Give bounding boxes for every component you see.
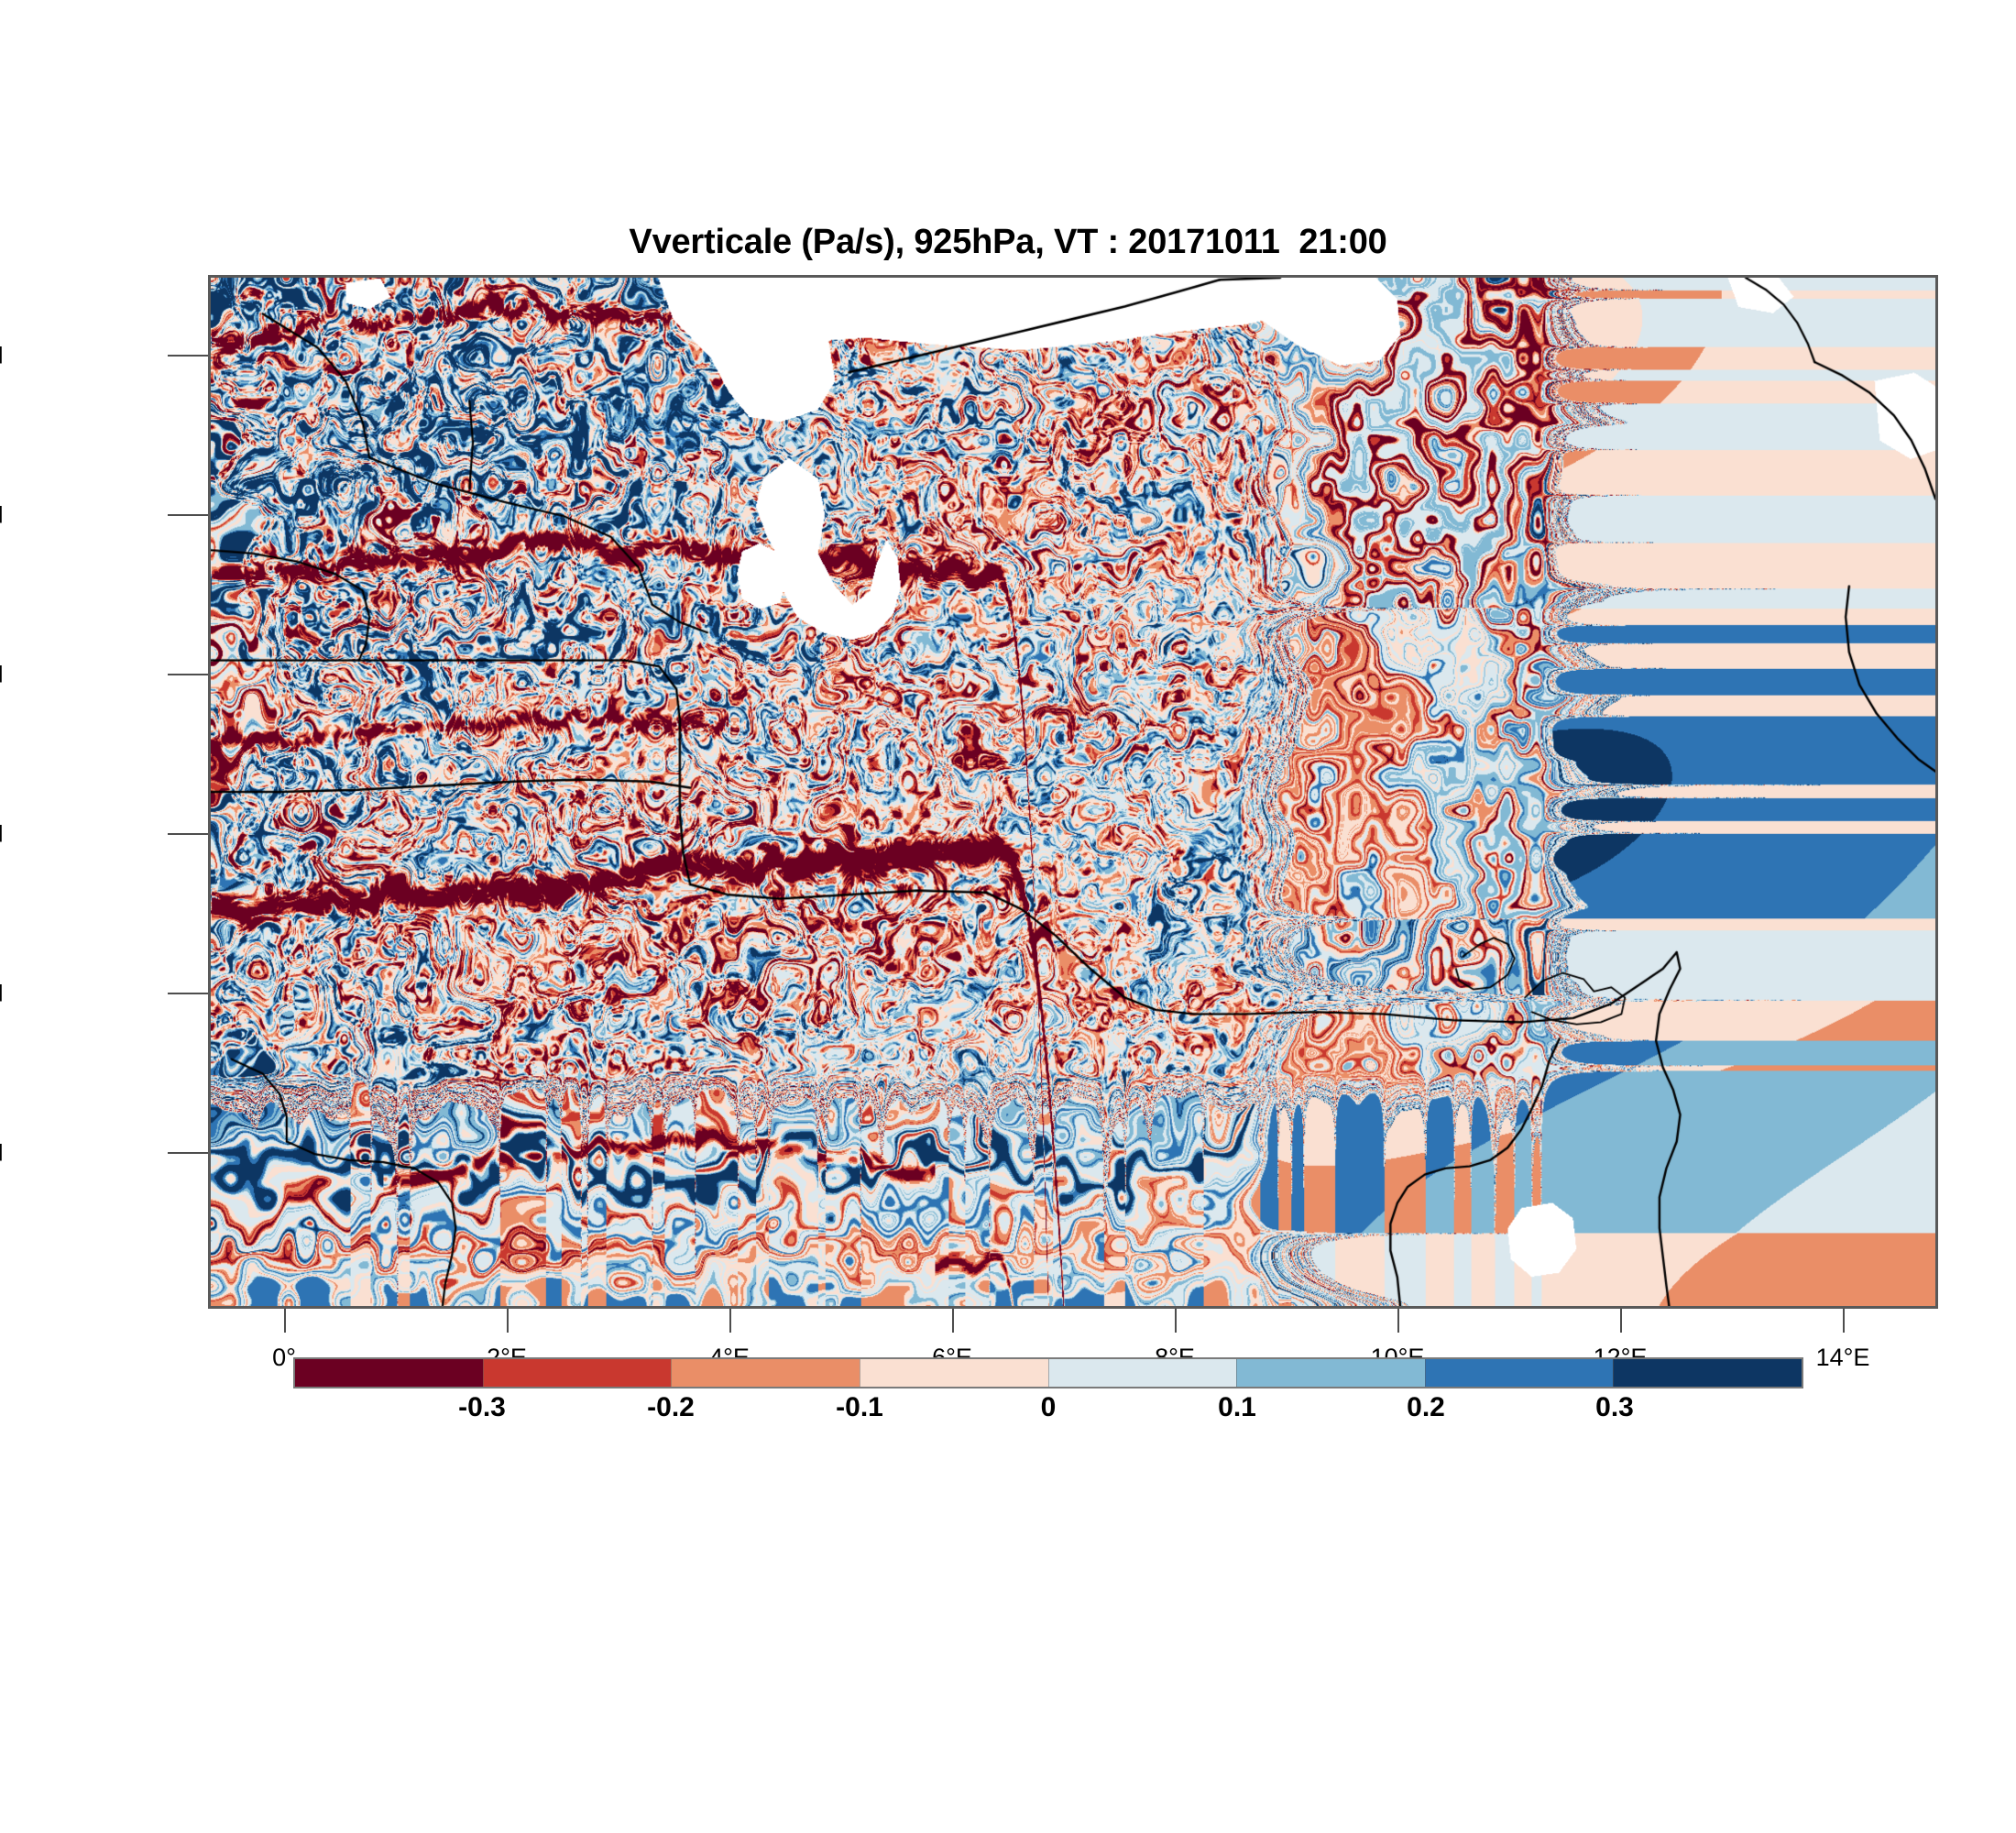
colorbar-tick-label: 0.2 [1407,1392,1445,1422]
colorbar-tick-label: 0.3 [1595,1392,1634,1422]
latitude-tick-label: 16°N [0,820,4,849]
latitude-tick-mark [168,355,208,357]
colorbar-tick-label: -0.2 [647,1392,695,1422]
colorbar-band [295,1359,483,1387]
latitude-tick-label: 22°N [0,342,4,370]
longitude-tick-label: 16°E [1965,1344,2016,1372]
colorbar-band [1047,1359,1237,1387]
longitude-tick-mark [1843,1309,1845,1333]
page-title: Vverticale (Pa/s), 925hPa, VT : 20171011… [629,223,1387,261]
colorbar[interactable] [293,1357,1803,1388]
colorbar-band [482,1359,672,1387]
vertical-velocity-heatmap[interactable] [211,278,1935,1306]
colorbar-tick-label: 0 [1040,1392,1057,1422]
latitude-tick-mark [168,1152,208,1154]
colorbar-tick-label: -0.3 [458,1392,506,1422]
latitude-tick-label: 14°N [0,980,4,1008]
colorbar-band [859,1359,1048,1387]
latitude-tick-label: 12°N [0,1139,4,1168]
latitude-tick-mark [168,674,208,675]
colorbar-band [1236,1359,1425,1387]
latitude-tick-mark [168,514,208,516]
longitude-tick-mark [507,1309,509,1333]
colorbar-tick-label: -0.1 [836,1392,883,1422]
colorbar-band [671,1359,860,1387]
longitude-tick-mark [284,1309,286,1333]
colorbar-band [1613,1359,1802,1387]
longitude-tick-mark [952,1309,954,1333]
longitude-tick-label: 0° [272,1344,296,1371]
latitude-tick-mark [168,833,208,835]
latitude-tick-mark [168,993,208,994]
longitude-tick-mark [729,1309,731,1333]
longitude-tick-mark [1397,1309,1399,1333]
longitude-tick-mark [1620,1309,1622,1333]
longitude-tick-label: 14°E [1815,1344,1870,1371]
colorbar-band [1424,1359,1614,1387]
map-plot-area[interactable] [208,275,1938,1309]
colorbar-tick-label: 0.1 [1218,1392,1256,1422]
latitude-tick-label: 18°N [0,661,4,689]
longitude-tick-mark [1175,1309,1177,1333]
latitude-tick-label: 20°N [0,501,4,530]
